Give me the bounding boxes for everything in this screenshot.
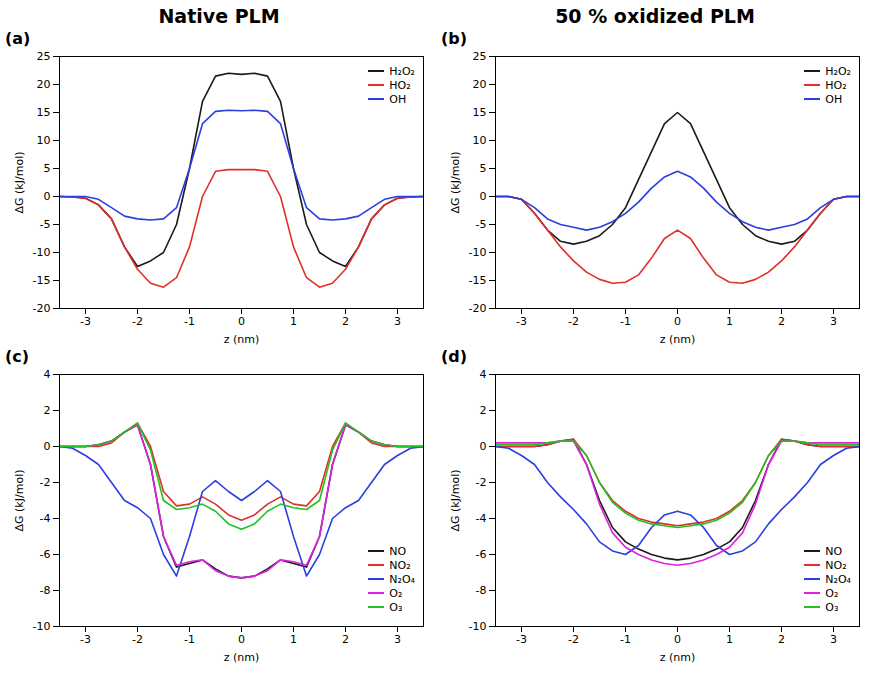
- svg-text:1: 1: [290, 633, 297, 646]
- svg-text:2: 2: [480, 404, 487, 417]
- svg-text:2: 2: [342, 315, 349, 328]
- svg-text:1: 1: [726, 633, 733, 646]
- svg-text:-2: -2: [40, 476, 51, 489]
- html-text:(d): (d): [441, 347, 468, 366]
- svg-text:20: 20: [473, 78, 487, 91]
- html-text:H₂O₂: H₂O₂: [389, 64, 415, 78]
- svg-text:-1: -1: [184, 315, 195, 328]
- svg-text:ΔG (kJ/mol): ΔG (kJ/mol): [449, 152, 462, 214]
- svg-text:-2: -2: [132, 633, 143, 646]
- html-text:Native PLM: Native PLM: [158, 5, 280, 27]
- html-text:HO₂: HO₂: [389, 78, 411, 92]
- svg-text:-10: -10: [33, 620, 51, 633]
- svg-text:3: 3: [394, 315, 401, 328]
- svg-text:0: 0: [674, 633, 681, 646]
- html-text:(b): (b): [441, 29, 468, 48]
- html-text:NO₂: NO₂: [825, 558, 847, 572]
- svg-text:0: 0: [44, 190, 51, 203]
- html-text:NO: NO: [389, 544, 407, 558]
- svg-text:1: 1: [290, 315, 297, 328]
- svg-text:-2: -2: [568, 315, 579, 328]
- html-text:O₂: O₂: [389, 586, 403, 600]
- svg-text:25: 25: [473, 50, 487, 63]
- svg-text:0: 0: [480, 440, 487, 453]
- svg-text:ΔG (kJ/mol): ΔG (kJ/mol): [13, 470, 26, 532]
- svg-text:20: 20: [37, 78, 51, 91]
- html-text:O₃: O₃: [389, 600, 403, 614]
- svg-text:0: 0: [480, 190, 487, 203]
- svg-text:0: 0: [238, 315, 245, 328]
- svg-text:-5: -5: [476, 218, 487, 231]
- svg-text:15: 15: [37, 106, 51, 119]
- svg-text:-10: -10: [469, 620, 487, 633]
- svg-text:ΔG (kJ/mol): ΔG (kJ/mol): [449, 470, 462, 532]
- svg-text:2: 2: [778, 315, 785, 328]
- svg-text:-1: -1: [620, 633, 631, 646]
- html-text:NO₂: NO₂: [389, 558, 411, 572]
- html-text:N₂O₄: N₂O₄: [825, 572, 851, 586]
- html-text:NO: NO: [825, 544, 843, 558]
- svg-text:-6: -6: [476, 548, 487, 561]
- svg-text:10: 10: [473, 134, 487, 147]
- svg-text:-8: -8: [476, 584, 487, 597]
- html-text:OH: OH: [825, 92, 843, 106]
- html-text:N₂O₄: N₂O₄: [389, 572, 415, 586]
- svg-text:-1: -1: [184, 633, 195, 646]
- svg-text:-15: -15: [33, 274, 51, 287]
- svg-text:-5: -5: [40, 218, 51, 231]
- svg-text:z (nm): z (nm): [224, 333, 260, 346]
- html-text:O₃: O₃: [825, 600, 839, 614]
- svg-text:-10: -10: [33, 246, 51, 259]
- svg-text:3: 3: [830, 315, 837, 328]
- svg-text:-20: -20: [33, 302, 51, 315]
- svg-text:2: 2: [778, 633, 785, 646]
- svg-text:-2: -2: [568, 633, 579, 646]
- svg-text:-20: -20: [469, 302, 487, 315]
- svg-text:-10: -10: [469, 246, 487, 259]
- svg-text:-15: -15: [469, 274, 487, 287]
- svg-text:25: 25: [37, 50, 51, 63]
- svg-text:-2: -2: [476, 476, 487, 489]
- svg-text:2: 2: [44, 404, 51, 417]
- html-text:(c): (c): [5, 347, 30, 366]
- svg-text:2: 2: [342, 633, 349, 646]
- html-text:OH: OH: [389, 92, 407, 106]
- svg-text:-6: -6: [40, 548, 51, 561]
- html-text:50 % oxidized PLM: 50 % oxidized PLM: [555, 5, 755, 27]
- html-text:O₂: O₂: [825, 586, 839, 600]
- svg-text:4: 4: [44, 368, 51, 381]
- svg-text:ΔG (kJ/mol): ΔG (kJ/mol): [13, 152, 26, 214]
- svg-text:-3: -3: [80, 633, 91, 646]
- svg-text:5: 5: [44, 162, 51, 175]
- svg-text:-3: -3: [80, 315, 91, 328]
- svg-text:1: 1: [726, 315, 733, 328]
- html-text:HO₂: HO₂: [825, 78, 847, 92]
- svg-text:-1: -1: [620, 315, 631, 328]
- svg-text:-8: -8: [40, 584, 51, 597]
- svg-text:-3: -3: [516, 633, 527, 646]
- svg-text:3: 3: [394, 633, 401, 646]
- svg-text:4: 4: [480, 368, 487, 381]
- html-text:H₂O₂: H₂O₂: [825, 64, 851, 78]
- svg-text:-3: -3: [516, 315, 527, 328]
- svg-text:0: 0: [238, 633, 245, 646]
- svg-text:5: 5: [480, 162, 487, 175]
- svg-text:0: 0: [44, 440, 51, 453]
- svg-text:3: 3: [830, 633, 837, 646]
- svg-text:z (nm): z (nm): [660, 333, 696, 346]
- svg-text:-4: -4: [40, 512, 51, 525]
- svg-text:0: 0: [674, 315, 681, 328]
- svg-text:-2: -2: [132, 315, 143, 328]
- svg-text:z (nm): z (nm): [224, 651, 260, 664]
- svg-text:-4: -4: [476, 512, 487, 525]
- svg-text:10: 10: [37, 134, 51, 147]
- svg-text:z (nm): z (nm): [660, 651, 696, 664]
- html-text:(a): (a): [5, 29, 31, 48]
- svg-text:15: 15: [473, 106, 487, 119]
